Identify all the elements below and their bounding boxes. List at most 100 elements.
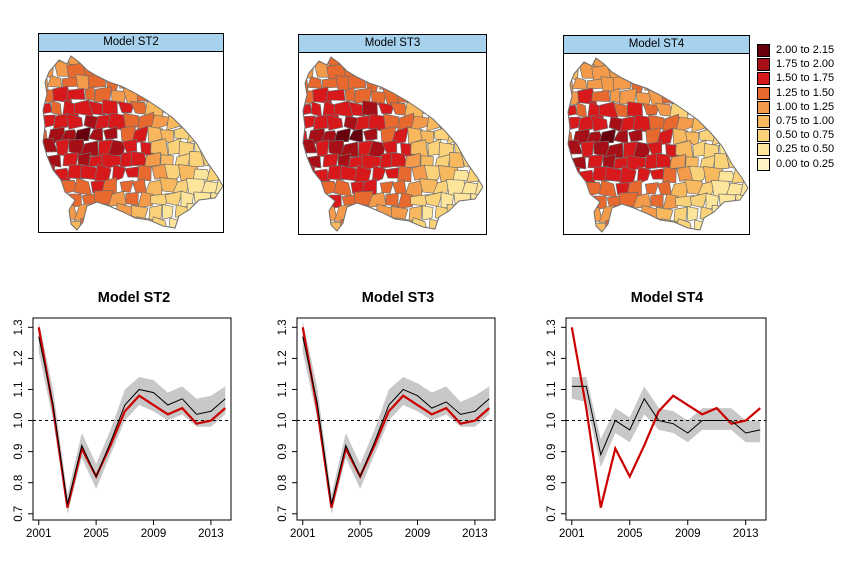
x-tick-label: 2005 (617, 528, 643, 540)
map-region (363, 127, 378, 142)
legend-swatch (757, 129, 770, 143)
region-map-st4 (567, 57, 749, 233)
map-region (66, 164, 85, 180)
legend-swatch (757, 157, 770, 171)
legend-swatch (757, 100, 770, 114)
map-region (662, 166, 677, 184)
map-region (137, 164, 152, 182)
map-region (326, 165, 345, 181)
fitted-series-line (302, 336, 490, 505)
map-region (422, 205, 434, 221)
state-outline (302, 56, 484, 232)
y-tick-label: 0.8 (277, 475, 289, 491)
state-outline (567, 57, 749, 233)
plot-title-st4: Model ST4 (630, 290, 704, 306)
line-plot-0: 2001 2005 2009 2013 0.7 0.8 0.9 1.0 1.1 1.2 1.3 (13, 317, 232, 540)
map-region (410, 115, 431, 133)
state-outline (42, 55, 223, 231)
region-map-st3 (302, 56, 484, 232)
map-region (628, 128, 643, 143)
x-tick-label: 2001 (559, 528, 585, 540)
x-tick-label: 2013 (462, 528, 488, 540)
x-tick-label: 2013 (198, 528, 224, 540)
y-tick-label: 0.8 (546, 475, 558, 491)
map-region (107, 190, 127, 207)
plot-frame (296, 317, 496, 521)
map-region (713, 153, 730, 170)
legend-label: 1.75 to 2.00 (776, 58, 835, 71)
map-region (662, 193, 679, 211)
map-region (379, 180, 394, 194)
y-tick-label: 0.9 (13, 444, 25, 460)
y-tick-label: 0.7 (13, 506, 25, 522)
y-tick-label: 1.2 (546, 350, 558, 366)
map-region (119, 179, 134, 193)
map-region (687, 206, 699, 222)
ci-band (38, 321, 226, 514)
x-tick-label: 2005 (83, 528, 109, 540)
observed-series-line (301, 327, 490, 508)
x-tick-label: 2009 (405, 528, 431, 540)
map-region (125, 191, 139, 207)
plot-frame (565, 317, 767, 521)
legend-label: 0.25 to 0.50 (776, 143, 835, 156)
map-region (591, 89, 611, 102)
map-region (578, 114, 595, 132)
map-region (598, 128, 617, 144)
y-tick-label: 0.9 (546, 444, 558, 460)
y-tick-label: 1.3 (546, 319, 558, 335)
map-region (131, 125, 149, 144)
y-tick-label: 1.1 (277, 381, 289, 397)
map-region (137, 191, 154, 209)
legend-label: 1.50 to 1.75 (776, 72, 835, 85)
observed-series-line (37, 327, 226, 508)
map-region (148, 204, 163, 222)
map-region (591, 166, 610, 182)
legend-swatch (757, 72, 770, 86)
x-tick-label: 2009 (141, 528, 167, 540)
x-tick-label: 2001 (26, 528, 52, 540)
legend-label: 0.00 to 0.25 (776, 157, 835, 170)
map-region (162, 204, 174, 220)
map-region (377, 101, 395, 115)
map-region (408, 205, 423, 223)
map-region (650, 193, 664, 209)
map-title-st4: Model ST4 (564, 36, 749, 54)
x-tick-label: 2001 (290, 528, 316, 540)
legend-label: 0.50 to 0.75 (776, 129, 835, 142)
legend-swatch (757, 115, 770, 128)
legend-swatch (757, 143, 770, 157)
map-region (73, 126, 92, 142)
map-region (391, 126, 409, 145)
observed-series-line (570, 327, 761, 508)
plot-title-st2: Model ST2 (97, 290, 171, 306)
y-tick-label: 1.2 (277, 350, 289, 366)
legend-swatch (757, 58, 770, 72)
map-region (188, 151, 205, 168)
y-tick-label: 1.0 (546, 413, 558, 429)
y-tick-label: 1.3 (277, 319, 289, 335)
map-region (326, 88, 346, 101)
map-region (656, 127, 674, 146)
line-plot-1: 2001 2005 2009 2013 0.7 0.8 0.9 1.0 1.1 1.2 1.3 (277, 317, 496, 540)
map-region (644, 181, 659, 195)
map-region (65, 112, 84, 130)
map-region (397, 165, 412, 183)
x-tick-label: 2009 (675, 528, 701, 540)
y-tick-label: 0.7 (546, 506, 558, 522)
fitted-series-line (38, 336, 226, 505)
y-tick-label: 0.8 (13, 475, 25, 491)
y-tick-label: 1.2 (13, 350, 25, 366)
map-region (367, 191, 387, 208)
y-tick-label: 1.0 (13, 413, 25, 429)
y-tick-label: 1.3 (13, 319, 25, 335)
line-plot-2: 2001 2005 2009 2013 0.7 0.8 0.9 1.0 1.1 1.2 1.3 (546, 317, 767, 540)
map-region (333, 127, 352, 143)
legend-swatch (757, 86, 770, 100)
map-region (397, 192, 414, 210)
legend-label: 0.75 to 1.00 (776, 115, 835, 127)
y-tick-label: 1.0 (277, 413, 289, 429)
map-region (53, 112, 70, 130)
map-region (632, 192, 652, 209)
map-region (448, 152, 465, 169)
